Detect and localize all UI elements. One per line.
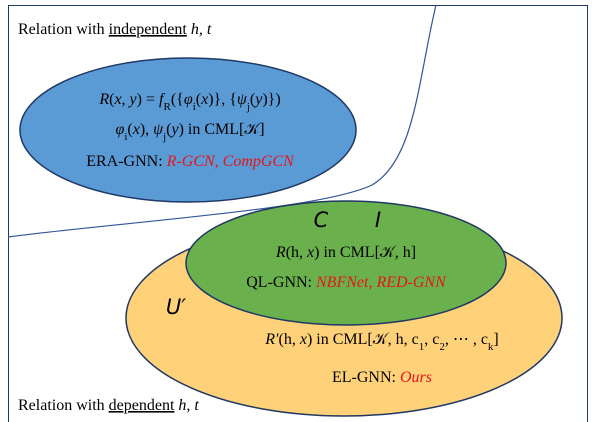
- region-label: Relation with independent h, t: [18, 21, 212, 38]
- text-segment: )}): [262, 91, 280, 108]
- ql-ellipse: [185, 200, 507, 326]
- text-segment: QL-GNN:: [246, 274, 316, 291]
- text-segment: ) in CML[𝒦, h]: [314, 244, 416, 261]
- text-segment: (: [166, 121, 171, 138]
- text-segment: R′: [264, 331, 279, 348]
- text-segment: ) in CML[𝒦]: [179, 121, 265, 138]
- formula: R′(h, x) in CML[𝒦, h, c1, c2, ⋯ , ck]: [264, 331, 499, 353]
- text-segment: ψ: [153, 121, 164, 138]
- text-segment: i: [124, 131, 127, 143]
- text-segment: (: [250, 91, 255, 108]
- set-label: U′: [166, 295, 186, 319]
- formula: R(x, y) = fR({φi(x)}, {ψj(y)}): [98, 91, 280, 113]
- text-segment: ]: [493, 331, 498, 348]
- method-label: EL-GNN: Ours: [332, 369, 432, 386]
- region-label: Relation with dependent h, t: [18, 397, 199, 414]
- text-segment: f: [159, 91, 166, 108]
- text-segment: 1: [419, 341, 425, 353]
- text-segment: )}, {: [208, 91, 237, 108]
- text-segment: ) in CML[𝒦, h, c: [307, 331, 419, 348]
- text-segment: i: [193, 101, 196, 113]
- text-segment: 2: [439, 341, 445, 353]
- text-segment: R: [163, 101, 171, 113]
- text-segment: ERA-GNN:: [86, 153, 166, 170]
- text-segment: h, t: [174, 397, 199, 414]
- text-segment: , ⋯ , c: [445, 331, 488, 348]
- text-segment: y: [253, 91, 263, 108]
- text-segment: (: [109, 91, 114, 108]
- text-segment: ψ: [237, 91, 248, 108]
- text-segment: Relation with: [18, 21, 109, 38]
- text-segment: x, y: [113, 91, 137, 108]
- text-segment: (: [196, 91, 201, 108]
- text-segment: j: [162, 131, 166, 143]
- text-segment: ({: [171, 91, 184, 108]
- text-segment: x: [200, 91, 208, 108]
- method-label: ERA-GNN: R-GCN, CompGCN: [86, 153, 295, 170]
- method-label: QL-GNN: NBFNet, RED-GNN: [246, 274, 447, 291]
- text-segment: , c: [424, 331, 439, 348]
- text-segment: x: [299, 331, 307, 348]
- text-segment: h, t: [187, 21, 212, 38]
- text-segment: (h,: [286, 244, 307, 261]
- text-segment: Relation with: [18, 397, 109, 414]
- set-label: C: [314, 208, 329, 232]
- text-segment: φ: [184, 91, 193, 108]
- set-label: I: [375, 208, 381, 232]
- frame: [8, 5, 588, 422]
- era-ellipse: [19, 57, 357, 203]
- text-segment: x: [132, 121, 140, 138]
- text-segment: y: [169, 121, 179, 138]
- boundary-curve: [7, 4, 437, 238]
- formula: φi(x), ψj(y) in CML[𝒦]: [115, 121, 264, 143]
- text-segment: (h,: [279, 331, 300, 348]
- text-segment: ),: [140, 121, 153, 138]
- text-segment: ) =: [137, 91, 159, 108]
- text-segment: R-GCN, CompGCN: [166, 153, 295, 170]
- text-segment: x: [306, 244, 314, 261]
- text-segment: Ours: [400, 369, 432, 386]
- formula: R(h, x) in CML[𝒦, h]: [275, 244, 416, 261]
- text-segment: dependent: [109, 397, 175, 414]
- text-segment: φ: [115, 121, 124, 138]
- text-segment: NBFNet, RED-GNN: [315, 274, 447, 291]
- text-segment: EL-GNN:: [332, 369, 400, 386]
- text-segment: j: [246, 101, 250, 113]
- text-segment: (: [127, 121, 132, 138]
- text-segment: R: [275, 244, 286, 261]
- text-segment: independent: [109, 21, 188, 38]
- text-segment: R: [98, 91, 109, 108]
- text-segment: k: [488, 341, 494, 353]
